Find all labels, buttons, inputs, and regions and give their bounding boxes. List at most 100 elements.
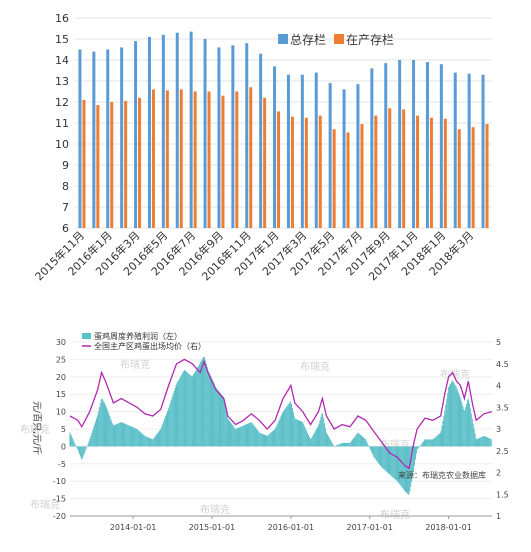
bar-total (259, 53, 263, 229)
area-chart-legend: 蛋鸡周度养殖利润（左） 全国主产区鸡蛋出场均价（右） (82, 331, 206, 351)
legend-swatch-profit (82, 333, 91, 339)
bar-producing (471, 127, 475, 228)
price-line (69, 358, 493, 470)
price-line-series (69, 358, 493, 470)
right-tick-label: 1.5 (496, 490, 509, 499)
left-tick-label: 10 (56, 408, 66, 417)
bar-total (147, 36, 151, 229)
left-tick-label: -20 (53, 512, 66, 521)
bar-chart-bars (78, 31, 489, 229)
bar-producing (332, 129, 336, 228)
y-tick-label: 13 (55, 75, 69, 88)
bar-producing (151, 89, 155, 229)
watermark: 布瑞克 (20, 424, 50, 436)
bar-total (120, 47, 124, 229)
bar-producing (138, 97, 142, 228)
left-tick-label: -15 (53, 495, 66, 504)
bar-producing (318, 115, 322, 228)
y-tick-label: 16 (55, 12, 69, 25)
left-tick-label: 20 (56, 373, 66, 382)
left-tick-label: 15 (56, 390, 66, 399)
y-tick-label: 11 (55, 117, 69, 130)
legend-swatch-producing (334, 34, 344, 44)
left-axis-label: 元/百只,元/斤 (31, 401, 42, 455)
watermark: 布瑞克 (30, 499, 60, 511)
legend-label-producing: 在产存栏 (346, 32, 394, 47)
x-tick-label: 2014-01-01 (110, 523, 157, 532)
watermark: 布瑞克 (200, 504, 230, 516)
bar-total (161, 34, 165, 228)
bar-producing (290, 116, 294, 228)
bar-producing (165, 90, 169, 228)
bar-total (412, 60, 416, 228)
bar-producing (193, 91, 197, 228)
bar-total (370, 68, 374, 229)
bar-total (217, 47, 221, 229)
y-tick-label: 8 (62, 180, 69, 193)
bar-producing (304, 117, 308, 228)
bar-producing (207, 91, 211, 228)
right-y-axis: 5 4.5 4 3.5 3 2.5 2 1.5 1 (496, 338, 509, 521)
bar-producing (235, 91, 239, 228)
profit-area-series (69, 357, 492, 495)
left-tick-label: 25 (56, 355, 66, 364)
right-tick-label: 3 (496, 425, 501, 434)
bar-total (439, 64, 443, 228)
bar-producing (457, 129, 461, 228)
bar-total (481, 74, 485, 228)
bar-chart-gridlines (75, 17, 492, 229)
x-tick-label: 2018-01-01 (425, 523, 472, 532)
bar-producing (277, 111, 281, 228)
bar-producing (360, 124, 364, 228)
y-tick-label: 6 (62, 222, 69, 235)
bar-producing (96, 105, 100, 228)
bar-producing (485, 124, 489, 228)
bar-total (467, 73, 471, 229)
right-tick-label: 5 (496, 338, 501, 347)
bar-total (231, 45, 235, 228)
bar-producing (402, 109, 406, 228)
watermark: 布瑞克 (440, 369, 470, 381)
bar-producing (374, 115, 378, 228)
left-tick-label: 5 (61, 425, 66, 434)
bar-total (245, 43, 249, 229)
bar-total (453, 72, 457, 228)
bar-producing (249, 87, 253, 228)
right-tick-label: 1 (496, 512, 501, 521)
left-tick-label: -5 (58, 460, 66, 469)
y-tick-label: 12 (55, 96, 69, 109)
x-tick-label: 2016-01-01 (268, 523, 315, 532)
right-tick-label: 2.5 (496, 447, 509, 456)
bar-producing (110, 102, 114, 228)
bar-total (134, 41, 138, 228)
watermark: 布瑞克 (300, 361, 330, 373)
bar-total (286, 74, 290, 228)
bar-chart-x-axis: 2015年11月2016年1月2016年3月2016年5月2016年7月2016… (32, 228, 476, 283)
bar-producing (124, 100, 128, 228)
bar-total (314, 72, 318, 228)
inventory-bar-chart: 6 7 8 9 10 11 12 13 14 15 16 2015年11月2016年1月2016年3… (32, 12, 492, 283)
bar-producing (82, 99, 86, 229)
x-tick-label: 2017-01-01 (346, 523, 393, 532)
bar-total (106, 49, 110, 228)
area-chart-x-axis: 2014-01-01 2015-01-01 2016-01-01 2017-01-01… (110, 516, 472, 532)
left-tick-label: 30 (56, 338, 66, 347)
bar-total (78, 49, 82, 228)
left-y-axis: 30 25 20 15 10 5 0 -5 -10 -15 -20 (53, 338, 66, 521)
right-tick-label: 4.5 (496, 360, 509, 369)
bar-chart-legend: 总存栏 在产存栏 (278, 32, 394, 47)
bar-total (425, 62, 429, 228)
y-tick-label: 15 (55, 33, 69, 46)
bar-total (300, 74, 304, 228)
bar-producing (416, 115, 420, 228)
watermark: 布瑞克 (120, 359, 150, 371)
legend-label-total: 总存栏 (290, 32, 326, 47)
bar-total (342, 89, 346, 229)
right-tick-label: 3.5 (496, 403, 509, 412)
profit-price-chart: 布瑞克布瑞克布瑞克布瑞克布瑞克布瑞克布瑞克布瑞克布瑞克 302520151050… (20, 331, 509, 532)
bar-producing (429, 117, 433, 228)
bar-producing (443, 118, 447, 228)
legend-swatch-total (278, 34, 288, 44)
right-tick-label: 2 (496, 469, 501, 478)
bar-total (384, 63, 388, 229)
